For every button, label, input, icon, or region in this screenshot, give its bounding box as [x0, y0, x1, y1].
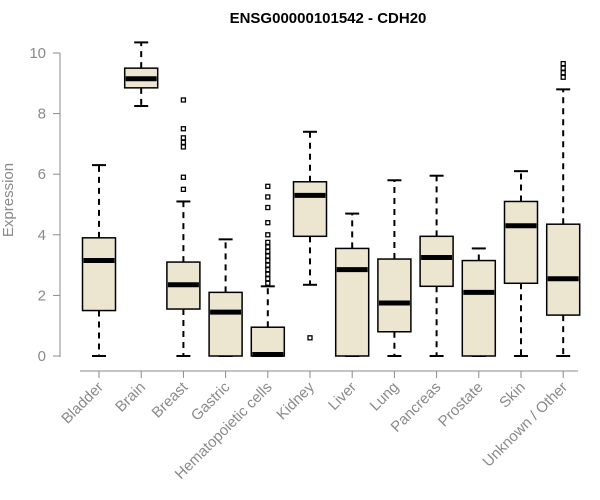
- box-unknown-other: [545, 60, 581, 357]
- chart-title: ENSG00000101542 - CDH20: [230, 10, 427, 27]
- iqr-box: [334, 247, 370, 357]
- y-tick-label: 2: [38, 287, 46, 304]
- x-tick-label: Kidney: [273, 378, 318, 423]
- outlier-point: [560, 74, 566, 80]
- outlier-point: [180, 174, 187, 180]
- box-prostate: [461, 247, 497, 357]
- outlier-point: [265, 280, 271, 286]
- box-breast: [166, 97, 201, 357]
- outlier-point: [180, 186, 187, 193]
- iqr-box: [208, 291, 243, 357]
- outlier-point: [265, 262, 271, 268]
- outlier-point: [265, 271, 271, 277]
- x-tick-label: Bladder: [58, 379, 107, 428]
- outlier-point: [180, 139, 187, 146]
- y-axis-ticks: 0 2 4 6 8 10: [29, 45, 60, 365]
- x-tick-label: Liver: [325, 379, 360, 414]
- iqr-box: [292, 181, 328, 238]
- outlier-point: [265, 257, 271, 264]
- outlier-point: [307, 335, 313, 341]
- outlier-point: [560, 60, 566, 67]
- outlier-point: [265, 183, 271, 189]
- y-tick-label: 6: [38, 166, 46, 183]
- box-lung: [377, 179, 412, 357]
- outlier-point: [265, 204, 271, 211]
- outlier-point: [265, 276, 271, 282]
- outlier-point: [265, 248, 271, 255]
- outlier-point: [265, 244, 271, 250]
- x-tick-label: Lung: [367, 379, 403, 415]
- outlier-point: [265, 266, 271, 273]
- outlier-point: [180, 97, 187, 103]
- x-tick-label: Prostate: [435, 379, 487, 431]
- box-brain: [123, 41, 159, 108]
- iqr-box: [503, 200, 539, 285]
- x-tick-label: Brain: [112, 379, 149, 416]
- box-pancreas: [419, 174, 454, 357]
- iqr-box: [545, 223, 581, 316]
- outlier-point: [265, 232, 271, 238]
- y-tick-label: 10: [29, 45, 46, 62]
- y-axis-label: Expression: [0, 163, 17, 237]
- outlier-point: [560, 70, 566, 76]
- outlier-point: [265, 239, 271, 246]
- box-series: [81, 41, 581, 357]
- iqr-box: [461, 259, 497, 357]
- iqr-box: [419, 235, 454, 288]
- box-kidney: [292, 130, 328, 341]
- y-tick-label: 8: [38, 106, 46, 123]
- iqr-box: [377, 258, 412, 333]
- box-liver: [334, 212, 370, 357]
- iqr-box: [81, 237, 117, 312]
- outlier-point: [560, 65, 566, 71]
- box-hematopoietic-cells: [250, 183, 286, 357]
- outlier-point: [180, 126, 187, 132]
- x-tick-label: Skin: [496, 379, 529, 412]
- y-tick-label: 0: [38, 348, 46, 365]
- outlier-point: [180, 135, 187, 141]
- outlier-point: [265, 220, 271, 226]
- box-gastric: [208, 238, 243, 357]
- box-bladder: [81, 164, 117, 357]
- outlier-point: [180, 144, 187, 150]
- outlier-point: [265, 253, 271, 259]
- outlier-point: [265, 194, 271, 200]
- box-skin: [503, 170, 539, 357]
- x-tick-label: Breast: [149, 378, 192, 421]
- iqr-box: [250, 326, 286, 357]
- y-tick-label: 4: [38, 227, 46, 244]
